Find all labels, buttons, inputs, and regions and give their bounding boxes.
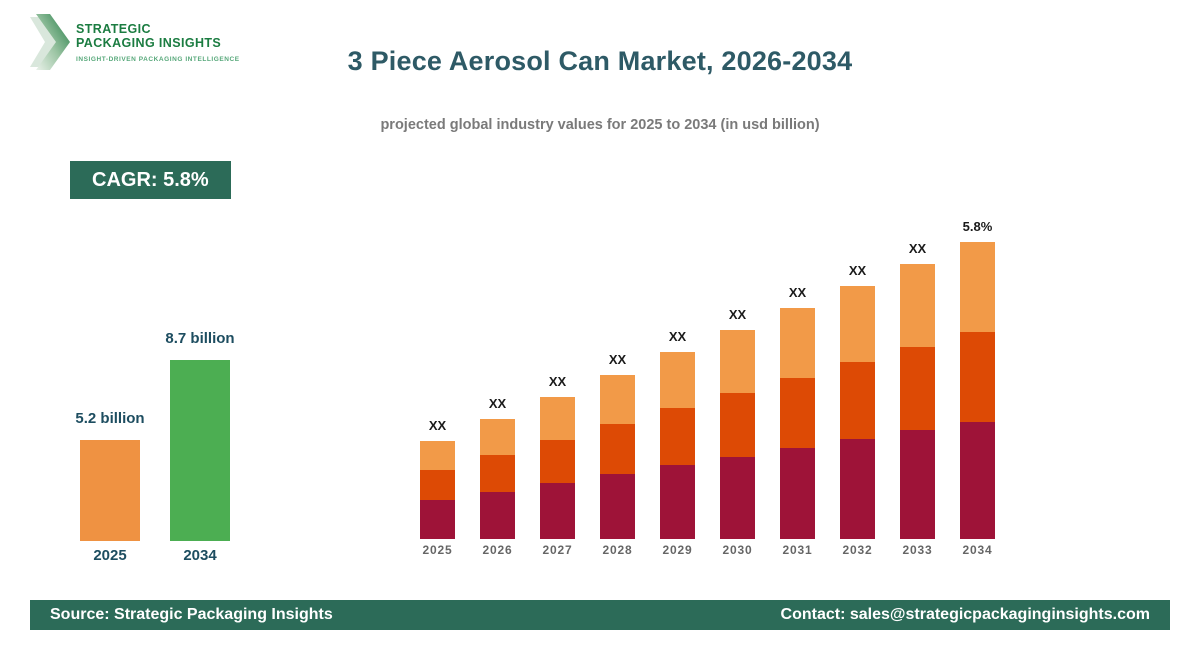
bar-segment-top-segment [780, 308, 815, 378]
bar-segment-bottom-segment [660, 465, 695, 539]
bar-value-label: XX [848, 263, 867, 278]
stacked-bar-column: XX 2030 [720, 307, 755, 557]
bar-segment-bottom-segment [600, 474, 635, 539]
footer-bar: Source: Strategic Packaging Insights Con… [30, 600, 1170, 630]
bar-year-label: 2029 [662, 543, 693, 557]
bar-year-label: 2031 [782, 543, 813, 557]
cagr-badge: CAGR: 5.8% [70, 161, 231, 199]
stacked-bar-column: XX 2032 [840, 263, 875, 557]
bar-segment-top-segment [600, 375, 635, 424]
stacked-bar-column: 5.8% 2034 [960, 219, 995, 557]
bar-segment-top-segment [720, 330, 755, 393]
page-subtitle: projected global industry values for 202… [380, 117, 820, 133]
bar-segment-middle-segment [720, 393, 755, 457]
bar-value-label: XX [548, 374, 567, 389]
bar-year-label: 2034 [962, 543, 993, 557]
bar-year-label: 2032 [842, 543, 873, 557]
bar-segment-top-segment [540, 397, 575, 440]
summary-bar [80, 440, 140, 541]
stacked-bar-column: XX 2026 [480, 396, 515, 557]
bar-value-label: XX [428, 418, 447, 433]
bar-value-label: XX [788, 285, 807, 300]
logo-line-2: PACKAGING INSIGHTS [76, 35, 222, 50]
bar-value-label: 5.8% [962, 219, 993, 234]
logo: STRATEGIC PACKAGING INSIGHTS INSIGHT-DRI… [30, 14, 240, 70]
bar-segment-middle-segment [480, 455, 515, 492]
bar-segment-middle-segment [900, 347, 935, 430]
bar-year-label: 2028 [602, 543, 633, 557]
bar-segment-middle-segment [840, 362, 875, 439]
logo-line-1: STRATEGIC [76, 22, 151, 36]
bar-segment-bottom-segment [840, 439, 875, 539]
bar-segment-top-segment [900, 264, 935, 347]
stacked-bar-column: XX 2029 [660, 329, 695, 557]
bar-year-label: 2027 [542, 543, 573, 557]
stacked-bar-chart: XX 2025 XX 2026 XX 2027 XX 2028 XX 2029 XX 2030 XX 20… [420, 219, 995, 557]
stacked-bar-column: XX 2028 [600, 352, 635, 557]
bar-segment-bottom-segment [420, 500, 455, 539]
bar-segment-middle-segment [780, 378, 815, 448]
stacked-bar-column: XX 2027 [540, 374, 575, 557]
bar-segment-bottom-segment [960, 422, 995, 539]
summary-bar-year-label: 2034 [183, 547, 217, 564]
bar-value-label: XX [488, 396, 507, 411]
summary-bar-value-label: 8.7 billion [165, 330, 235, 347]
bar-segment-bottom-segment [900, 430, 935, 539]
summary-bar [170, 360, 230, 541]
bar-segment-top-segment [420, 441, 455, 470]
bar-segment-bottom-segment [780, 448, 815, 539]
bar-year-label: 2026 [482, 543, 513, 557]
bar-value-label: XX [908, 241, 927, 256]
bar-segment-top-segment [840, 286, 875, 362]
bar-segment-bottom-segment [540, 483, 575, 539]
bar-value-label: XX [728, 307, 747, 322]
bar-segment-middle-segment [660, 408, 695, 465]
bar-segment-top-segment [660, 352, 695, 408]
summary-bar-column: 8.7 billion 2034 [165, 330, 234, 564]
bar-year-label: 2033 [902, 543, 933, 557]
bar-segment-top-segment [960, 242, 995, 332]
stacked-bar-column: XX 2031 [780, 285, 815, 557]
bar-value-label: XX [668, 329, 687, 344]
bar-segment-middle-segment [600, 424, 635, 474]
page-title: 3 Piece Aerosol Can Market, 2026-2034 [347, 46, 853, 76]
summary-bar-year-label: 2025 [93, 547, 127, 564]
stacked-bar-column: XX 2033 [900, 241, 935, 557]
bar-segment-top-segment [480, 419, 515, 455]
summary-bar-value-label: 5.2 billion [75, 410, 145, 427]
chevron-logo-icon [30, 14, 70, 70]
bar-year-label: 2030 [722, 543, 753, 557]
logo-tagline: INSIGHT-DRIVEN PACKAGING INTELLIGENCE [76, 56, 240, 63]
bar-segment-bottom-segment [720, 457, 755, 539]
bar-segment-middle-segment [420, 470, 455, 500]
footer-source: Source: Strategic Packaging Insights [50, 606, 333, 623]
logo-text: STRATEGIC PACKAGING INSIGHTS INSIGHT-DRI… [76, 14, 240, 63]
bar-segment-middle-segment [540, 440, 575, 483]
bar-year-label: 2025 [422, 543, 453, 557]
summary-bar-column: 5.2 billion 2025 [75, 410, 144, 564]
stacked-bar-column: XX 2025 [420, 418, 455, 557]
bar-segment-middle-segment [960, 332, 995, 422]
footer-contact[interactable]: Contact: sales@strategicpackaginginsight… [780, 606, 1150, 623]
bar-segment-bottom-segment [480, 492, 515, 539]
bar-value-label: XX [608, 352, 627, 367]
